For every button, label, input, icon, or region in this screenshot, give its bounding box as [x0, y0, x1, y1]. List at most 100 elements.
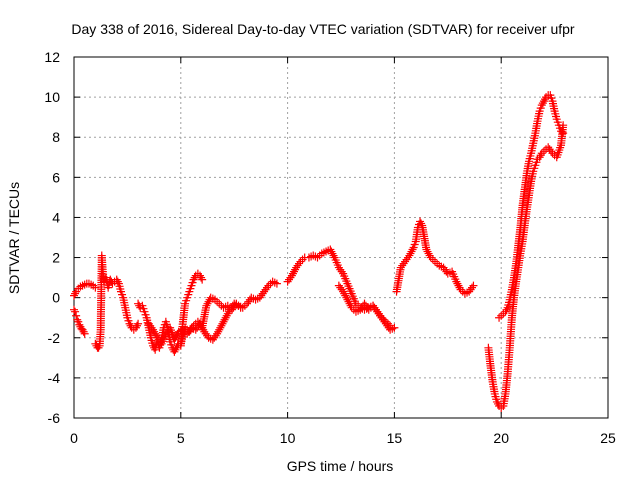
data-point-marker	[294, 259, 303, 268]
data-point-marker	[146, 321, 155, 330]
data-point-marker	[538, 99, 547, 108]
data-point-marker	[329, 251, 338, 260]
data-point-marker	[495, 313, 504, 322]
data-point-marker	[170, 335, 179, 344]
data-point-marker	[453, 279, 462, 288]
data-point-marker	[133, 321, 142, 330]
data-point-marker	[216, 323, 225, 332]
data-point-marker	[430, 257, 439, 266]
y-axis-label: SDTVAR / TECUs	[6, 182, 22, 294]
data-point-marker	[210, 295, 219, 304]
data-point-marker	[466, 285, 475, 294]
data-point-marker	[423, 247, 432, 256]
series-seg-k	[484, 121, 568, 412]
data-point-marker	[386, 321, 395, 330]
data-point-marker	[229, 303, 238, 312]
data-point-marker	[344, 297, 353, 306]
data-point-marker	[186, 325, 195, 334]
data-point-marker	[417, 219, 426, 228]
plot-frame	[73, 56, 609, 419]
data-point-marker	[161, 329, 170, 338]
data-point-marker	[215, 325, 224, 334]
y-tick-label: -6	[48, 410, 61, 426]
data-point-marker	[72, 311, 81, 320]
data-point-marker	[236, 303, 245, 312]
data-point-marker	[440, 265, 449, 274]
data-point-marker	[336, 265, 345, 274]
data-point-marker	[172, 331, 181, 340]
y-tick-label: 2	[52, 250, 60, 266]
data-point-marker	[73, 315, 82, 324]
data-point-marker	[416, 217, 425, 226]
x-tick-label: 25	[600, 430, 616, 446]
data-point-marker	[113, 277, 122, 286]
data-point-marker	[214, 327, 223, 336]
data-point-marker	[151, 329, 160, 338]
data-point-marker	[286, 273, 295, 282]
data-point-marker	[537, 149, 546, 158]
y-tick-label: 0	[52, 290, 60, 306]
data-point-marker	[405, 251, 414, 260]
data-point-marker	[208, 335, 217, 344]
data-point-marker	[200, 327, 209, 336]
data-point-marker	[406, 249, 415, 258]
data-point-marker	[460, 289, 469, 298]
data-point-marker	[399, 259, 408, 268]
data-point-marker	[147, 323, 156, 332]
data-point-marker	[540, 95, 549, 104]
data-point-marker	[342, 293, 351, 302]
data-point-marker	[361, 301, 370, 310]
data-point-marker	[79, 327, 88, 336]
data-point-marker	[454, 281, 463, 290]
data-point-marker	[153, 333, 162, 342]
data-point-marker	[71, 289, 80, 298]
y-tick-label: 6	[52, 169, 60, 185]
data-point-marker	[220, 315, 229, 324]
data-point-marker	[439, 263, 448, 272]
data-point-marker	[203, 299, 212, 308]
data-point-marker	[544, 143, 553, 152]
data-point-marker	[80, 329, 89, 338]
data-point-marker	[149, 325, 158, 334]
y-tick-label: -2	[48, 330, 61, 346]
data-point-marker	[197, 273, 206, 282]
data-point-marker	[398, 261, 407, 270]
data-point-marker	[343, 295, 352, 304]
data-point-marker	[283, 277, 292, 286]
data-point-marker	[337, 285, 346, 294]
data-points	[70, 91, 568, 412]
data-point-marker	[211, 331, 220, 340]
series-seg-h	[334, 281, 395, 330]
y-tick-label: 4	[52, 209, 60, 225]
data-point-marker	[198, 275, 207, 284]
data-point-marker	[539, 97, 548, 106]
data-point-marker	[326, 245, 335, 254]
data-point-marker	[390, 323, 399, 332]
data-point-marker	[152, 331, 161, 340]
x-tick-label: 15	[387, 430, 403, 446]
data-point-marker	[492, 397, 501, 406]
data-point-marker	[272, 279, 281, 288]
data-point-marker	[170, 347, 179, 356]
data-point-marker	[285, 275, 294, 284]
data-point-marker	[469, 281, 478, 290]
data-point-marker	[287, 271, 296, 280]
x-axis-label: GPS time / hours	[287, 458, 394, 474]
data-point-marker	[78, 325, 87, 334]
data-point-marker	[334, 263, 343, 272]
data-point-marker	[313, 253, 322, 262]
data-point-marker	[262, 283, 271, 292]
data-point-marker	[452, 277, 461, 286]
x-tick-label: 20	[493, 430, 509, 446]
data-point-marker	[340, 289, 349, 298]
data-point-marker	[163, 327, 172, 336]
data-point-marker	[144, 319, 153, 328]
data-point-marker	[171, 345, 180, 354]
data-point-marker	[255, 293, 264, 302]
series-seg-b	[70, 279, 100, 300]
data-point-marker	[223, 301, 232, 310]
data-point-marker	[150, 327, 159, 336]
data-point-marker	[424, 249, 433, 258]
data-point-marker	[545, 145, 554, 154]
data-point-marker	[536, 151, 545, 160]
